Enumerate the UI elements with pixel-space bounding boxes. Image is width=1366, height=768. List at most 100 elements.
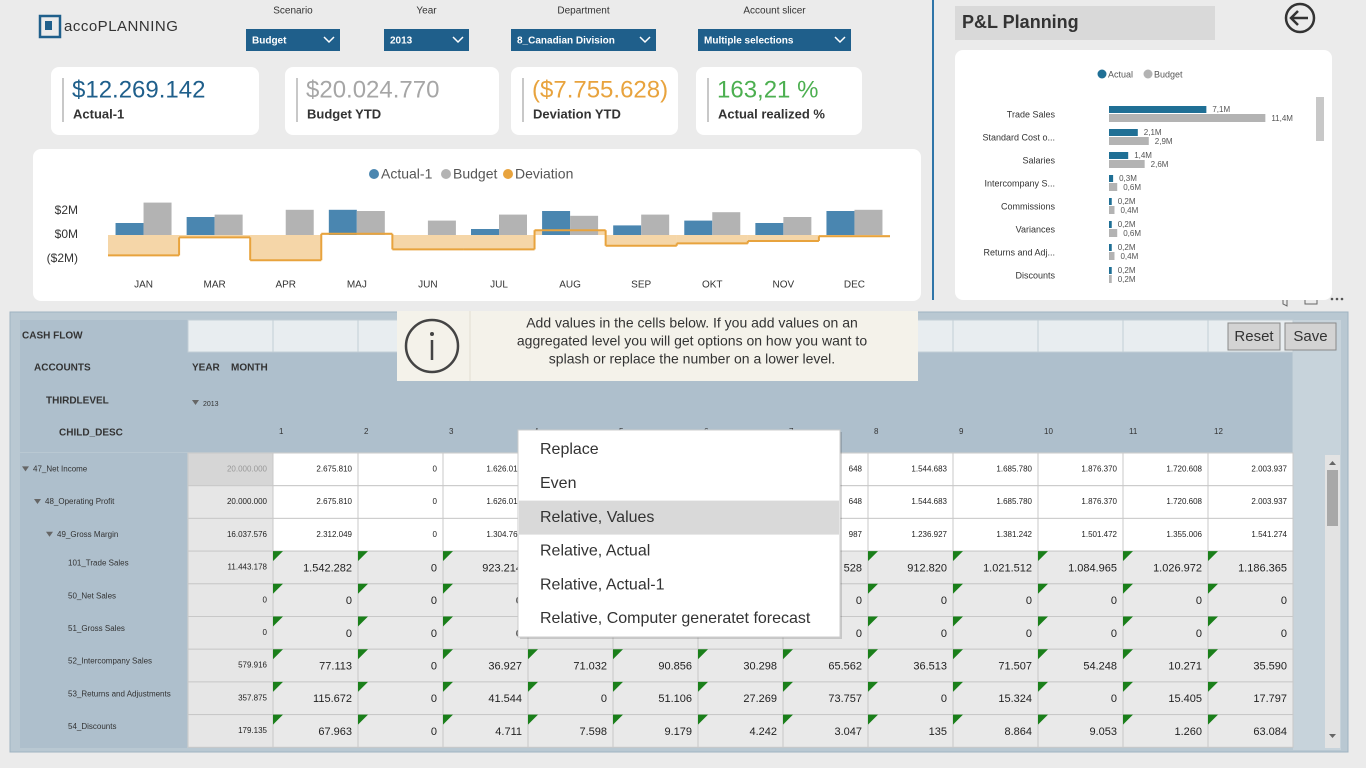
cell[interactable] xyxy=(782,681,869,716)
cell[interactable] xyxy=(952,485,1039,519)
expand-icon[interactable] xyxy=(22,466,29,472)
cell[interactable] xyxy=(1207,452,1294,487)
cell[interactable] xyxy=(357,517,444,552)
menu-option[interactable]: Relative, Actual xyxy=(540,543,650,560)
cell[interactable] xyxy=(1037,714,1124,748)
cell[interactable] xyxy=(1122,452,1209,487)
cell-value: 0 xyxy=(431,595,437,607)
cell[interactable] xyxy=(697,648,784,683)
y-tick-label: Variances xyxy=(1016,224,1056,234)
cell[interactable] xyxy=(867,648,954,683)
cell[interactable] xyxy=(952,517,1039,552)
cell[interactable] xyxy=(1122,485,1209,519)
cell[interactable] xyxy=(1037,517,1124,552)
cell-value: 71.032 xyxy=(573,660,607,672)
button[interactable] xyxy=(1284,322,1337,351)
bar xyxy=(1109,206,1115,214)
y-tick-label: Intercompany S... xyxy=(984,178,1055,188)
cell[interactable] xyxy=(272,452,359,487)
cell[interactable] xyxy=(867,681,954,716)
button-label[interactable]: Reset xyxy=(1234,328,1274,345)
back-button[interactable] xyxy=(1284,2,1316,34)
cell[interactable] xyxy=(952,616,1039,650)
menu-option[interactable]: Relative, Actual-1 xyxy=(540,576,665,593)
cell[interactable] xyxy=(1122,550,1209,585)
edited-marker xyxy=(528,714,538,725)
cell-value: 0 xyxy=(1196,595,1202,607)
scroll-up[interactable] xyxy=(1329,461,1336,465)
scrollbar-thumb[interactable] xyxy=(1327,470,1338,526)
cell[interactable] xyxy=(187,648,274,683)
cell[interactable] xyxy=(357,681,444,716)
button[interactable] xyxy=(1227,322,1281,351)
cell[interactable] xyxy=(442,485,529,519)
cell[interactable] xyxy=(357,616,444,650)
edited-marker xyxy=(953,714,963,725)
cell[interactable] xyxy=(527,681,614,716)
cell[interactable] xyxy=(527,714,614,748)
cell[interactable] xyxy=(867,616,954,650)
slicer-box[interactable] xyxy=(384,29,469,51)
cell[interactable] xyxy=(357,583,444,617)
cell[interactable] xyxy=(1207,517,1294,552)
menu-option[interactable]: Relative, Values xyxy=(540,509,654,526)
cell[interactable] xyxy=(442,714,529,748)
slicer-box[interactable] xyxy=(246,29,340,51)
button-label[interactable]: Save xyxy=(1293,328,1327,345)
cell[interactable] xyxy=(612,681,699,716)
cell-value: 1.720.608 xyxy=(1166,464,1202,473)
cell[interactable] xyxy=(272,648,359,683)
cell[interactable] xyxy=(1037,583,1124,617)
menu-option[interactable]: Even xyxy=(540,475,576,492)
cell[interactable] xyxy=(697,714,784,748)
menu-option[interactable]: Replace xyxy=(540,441,599,458)
slicer-box[interactable] xyxy=(698,29,851,51)
cell[interactable] xyxy=(782,714,869,748)
cell[interactable] xyxy=(187,616,274,650)
cell[interactable] xyxy=(612,714,699,748)
cell[interactable] xyxy=(272,714,359,748)
cell[interactable] xyxy=(272,550,359,585)
cell[interactable] xyxy=(442,452,529,487)
more-icon[interactable] xyxy=(1330,297,1344,301)
expand-icon[interactable] xyxy=(46,531,53,537)
cell[interactable] xyxy=(952,550,1039,585)
menu-option[interactable]: Relative, Computer generatet forecast xyxy=(540,610,811,627)
cell[interactable] xyxy=(1122,648,1209,683)
cell[interactable] xyxy=(187,583,274,617)
cell[interactable] xyxy=(357,485,444,519)
cell[interactable] xyxy=(1037,648,1124,683)
cell[interactable] xyxy=(867,452,954,487)
cell[interactable] xyxy=(952,681,1039,716)
edited-marker xyxy=(1038,583,1048,594)
cell[interactable] xyxy=(952,452,1039,487)
cell[interactable] xyxy=(442,517,529,552)
cell[interactable] xyxy=(867,714,954,748)
bar xyxy=(186,217,215,235)
cell[interactable] xyxy=(1207,550,1294,585)
cell[interactable] xyxy=(697,681,784,716)
cell[interactable] xyxy=(272,681,359,716)
cell[interactable] xyxy=(272,583,359,617)
cell-value: 16.037.576 xyxy=(227,530,268,539)
edited-marker xyxy=(1038,649,1048,660)
cell[interactable] xyxy=(612,648,699,683)
cell[interactable] xyxy=(442,550,529,585)
cell[interactable] xyxy=(1207,714,1294,748)
cell[interactable] xyxy=(442,616,529,650)
cell[interactable] xyxy=(1207,648,1294,683)
slicer-box[interactable] xyxy=(511,29,656,51)
cell[interactable] xyxy=(1207,616,1294,650)
cell-value: 1.685.780 xyxy=(996,497,1032,506)
scroll-down[interactable] xyxy=(1329,734,1336,738)
cell[interactable] xyxy=(1122,517,1209,552)
bar xyxy=(115,223,144,235)
expand-icon[interactable] xyxy=(34,499,41,505)
cell[interactable] xyxy=(187,485,274,519)
cell[interactable] xyxy=(1207,681,1294,716)
cell[interactable] xyxy=(357,452,444,487)
expand-icon[interactable] xyxy=(192,400,199,405)
edited-marker xyxy=(358,714,368,725)
cell[interactable] xyxy=(187,517,274,552)
cell[interactable] xyxy=(952,648,1039,683)
